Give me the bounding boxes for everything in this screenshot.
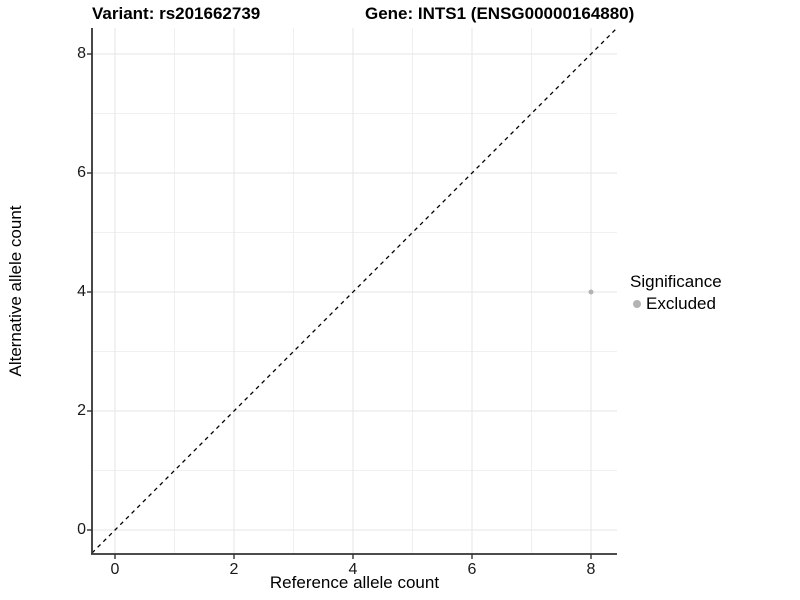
legend: Significance Excluded <box>630 272 722 314</box>
y-tick-label: 2 <box>77 402 86 419</box>
legend-item-label: Excluded <box>646 294 716 313</box>
legend-key-dot-icon <box>633 300 641 308</box>
x-axis-label: Reference allele count <box>269 573 440 592</box>
identity-dashed-line <box>91 27 618 554</box>
y-tick-label: 8 <box>77 45 86 62</box>
plot-title-variant: Variant: rs201662739 <box>92 4 261 23</box>
x-tick-label: 2 <box>229 561 239 578</box>
legend-item-excluded: Excluded <box>633 294 722 314</box>
y-tick-label: 6 <box>77 164 86 181</box>
y-tick-label: 0 <box>77 521 86 538</box>
y-tick-label: 4 <box>77 283 86 300</box>
data-point <box>588 289 594 295</box>
legend-title: Significance <box>630 272 722 291</box>
plot-title-gene: Gene: INTS1 (ENSG00000164880) <box>365 4 635 23</box>
x-tick-label: 4 <box>348 561 358 578</box>
x-tick-label: 8 <box>586 561 596 578</box>
x-tick-label: 0 <box>110 561 120 578</box>
x-tick-label: 6 <box>467 561 477 578</box>
